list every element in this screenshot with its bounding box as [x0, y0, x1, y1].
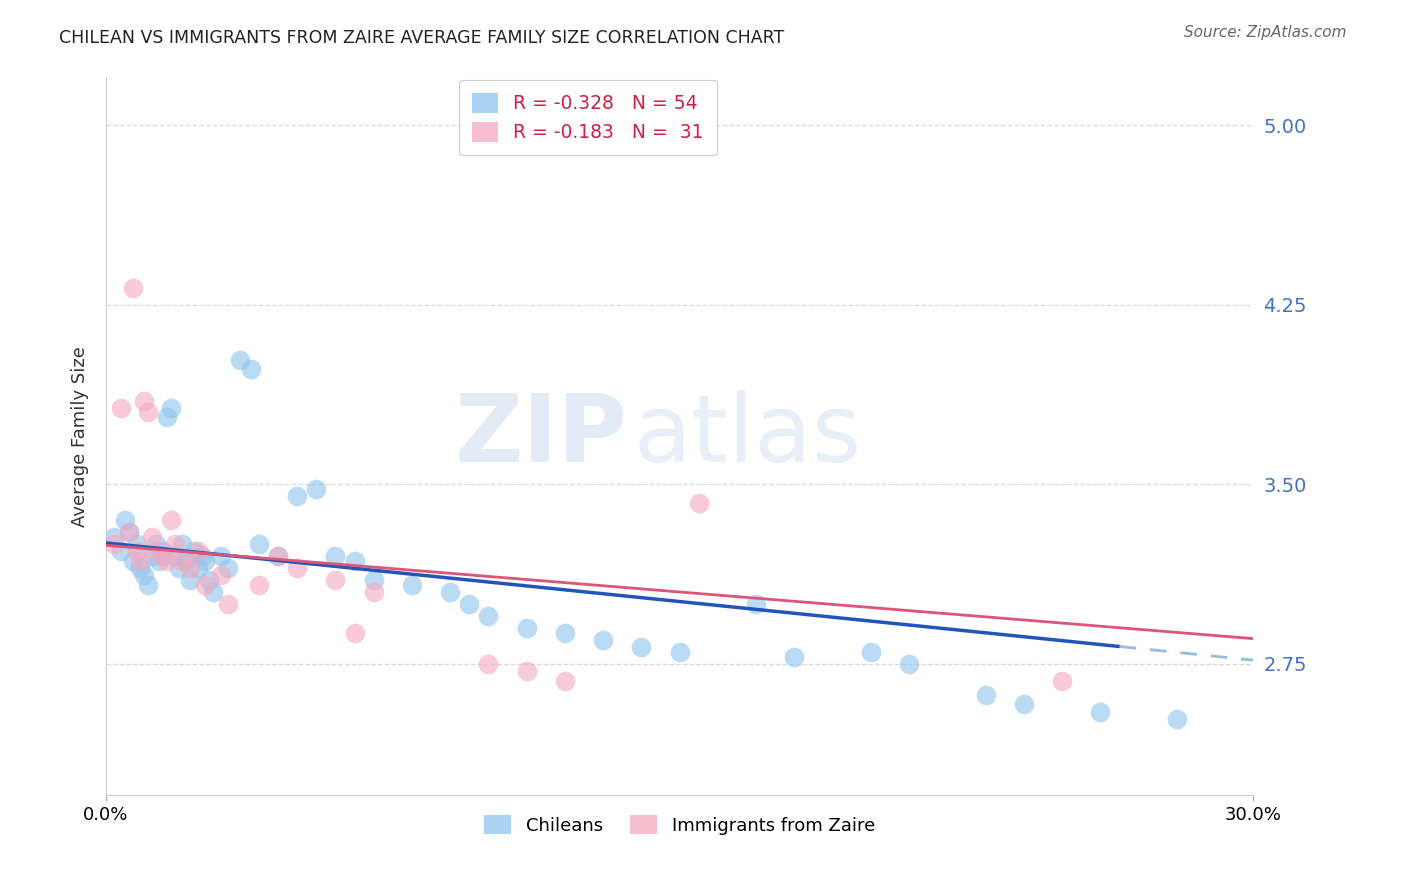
Point [160, 401, 183, 415]
Point [198, 573, 221, 587]
Point [194, 554, 217, 568]
Point [516, 621, 538, 635]
Text: ZIP: ZIP [456, 391, 628, 483]
Point [209, 549, 232, 563]
Point [179, 561, 201, 575]
Y-axis label: Average Family Size: Average Family Size [72, 346, 89, 527]
Point [110, 401, 132, 415]
Point [267, 549, 290, 563]
Point [247, 537, 270, 551]
Point [592, 632, 614, 647]
Point [136, 405, 159, 419]
Point [156, 554, 179, 568]
Point [1012, 698, 1035, 712]
Point [217, 561, 239, 575]
Point [343, 625, 366, 640]
Point [209, 568, 232, 582]
Point [118, 525, 141, 540]
Point [458, 597, 481, 611]
Point [1090, 705, 1112, 719]
Point [516, 664, 538, 678]
Point [145, 544, 167, 558]
Point [1050, 673, 1073, 688]
Text: CHILEAN VS IMMIGRANTS FROM ZAIRE AVERAGE FAMILY SIZE CORRELATION CHART: CHILEAN VS IMMIGRANTS FROM ZAIRE AVERAGE… [59, 29, 785, 46]
Point [194, 578, 217, 592]
Point [125, 544, 148, 558]
Point [201, 585, 224, 599]
Point [136, 578, 159, 592]
Point [163, 537, 186, 551]
Point [148, 554, 170, 568]
Point [103, 530, 125, 544]
Point [898, 657, 921, 671]
Point [118, 525, 141, 540]
Point [121, 554, 143, 568]
Point [554, 625, 576, 640]
Point [688, 496, 710, 510]
Point [103, 537, 125, 551]
Point [190, 549, 212, 563]
Point [145, 537, 167, 551]
Point [217, 597, 239, 611]
Text: Source: ZipAtlas.com: Source: ZipAtlas.com [1184, 25, 1347, 40]
Point [167, 561, 190, 575]
Point [156, 410, 179, 425]
Point [325, 573, 347, 587]
Text: atlas: atlas [634, 391, 862, 483]
Point [129, 554, 152, 568]
Point [668, 645, 690, 659]
Point [121, 281, 143, 295]
Point [129, 561, 152, 575]
Point [305, 482, 328, 496]
Point [630, 640, 652, 654]
Point [247, 578, 270, 592]
Point [187, 544, 209, 558]
Point [160, 513, 183, 527]
Point [439, 585, 461, 599]
Point [267, 549, 290, 563]
Point [974, 688, 997, 702]
Legend: Chileans, Immigrants from Zaire: Chileans, Immigrants from Zaire [475, 806, 884, 844]
Point [187, 561, 209, 575]
Point [141, 530, 163, 544]
Point [477, 657, 499, 671]
Point [152, 549, 174, 563]
Point [134, 568, 156, 582]
Point [859, 645, 882, 659]
Point [240, 362, 263, 376]
Point [363, 573, 385, 587]
Point [110, 544, 132, 558]
Point [554, 673, 576, 688]
Point [183, 544, 205, 558]
Point [285, 561, 308, 575]
Point [325, 549, 347, 563]
Point [172, 554, 194, 568]
Point [174, 554, 197, 568]
Point [363, 585, 385, 599]
Point [783, 649, 806, 664]
Point [134, 393, 156, 408]
Point [343, 554, 366, 568]
Point [179, 573, 201, 587]
Point [745, 597, 768, 611]
Point [152, 544, 174, 558]
Point [1166, 712, 1188, 726]
Point [114, 513, 136, 527]
Point [477, 608, 499, 623]
Point [141, 549, 163, 563]
Point [229, 352, 252, 367]
Point [401, 578, 423, 592]
Point [163, 549, 186, 563]
Point [285, 489, 308, 503]
Point [125, 537, 148, 551]
Point [172, 537, 194, 551]
